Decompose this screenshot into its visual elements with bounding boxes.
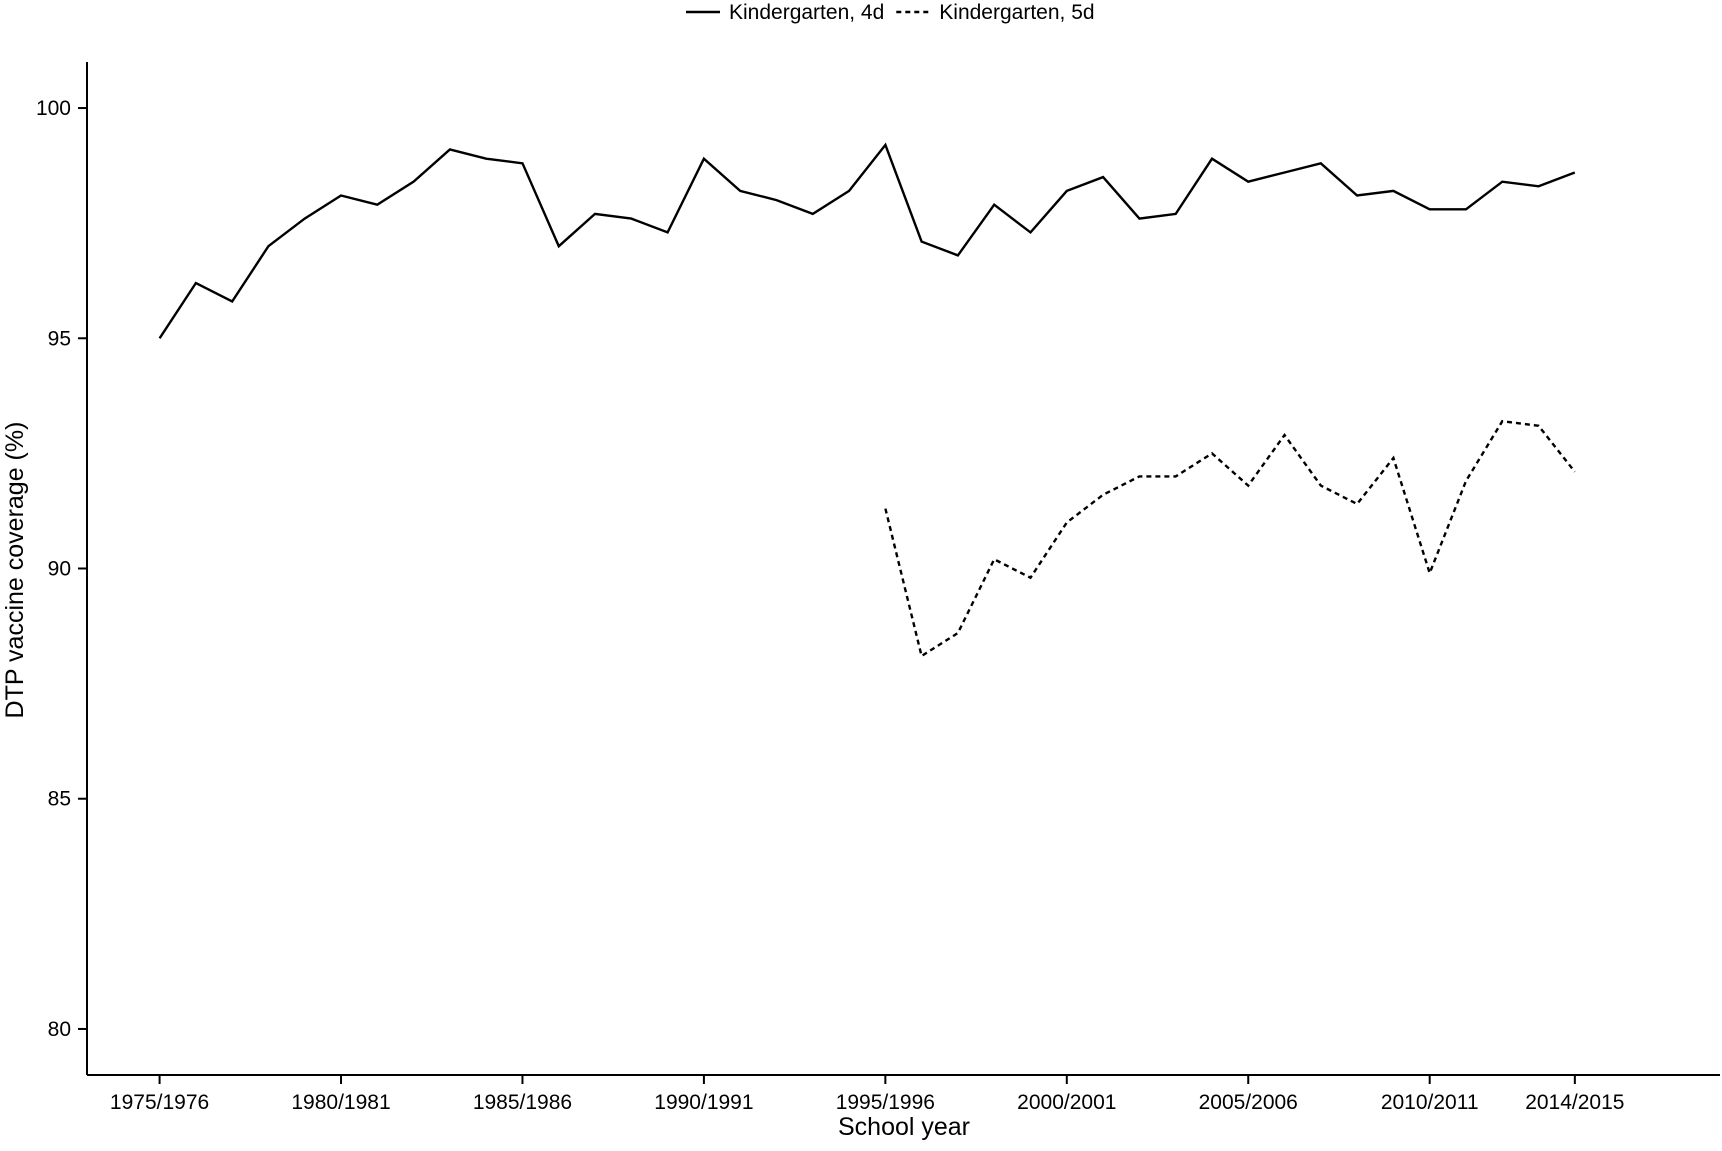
x-tick-label: 2000/2001 [1017, 1091, 1116, 1114]
legend: Kindergarten, 4d Kindergarten, 5d [686, 1, 1095, 24]
y-tick-label: 95 [48, 327, 71, 350]
x-tick-label: 1990/1991 [654, 1091, 753, 1114]
x-tick-label: 2005/2006 [1199, 1091, 1298, 1114]
x-tick-label: 1975/1976 [110, 1091, 209, 1114]
x-tick-label: 2014/2015 [1525, 1091, 1624, 1114]
legend-label-1: Kindergarten, 4d [729, 1, 884, 24]
y-tick-label: 100 [36, 97, 71, 120]
y-tick-label: 90 [48, 558, 71, 581]
series-layer [158, 142, 1576, 658]
series-line-1 [158, 142, 1576, 339]
axes: 80 85 90 95 100 1975/1976 1980/1981 1985/1986 19… [36, 62, 1720, 1114]
x-tick-label: 1995/1996 [836, 1091, 935, 1114]
x-tick-label: 1980/1981 [291, 1091, 390, 1114]
series-line-2 [884, 419, 1576, 658]
y-tick-label: 80 [48, 1018, 71, 1041]
y-tick-label: 85 [48, 788, 71, 811]
x-tick-label: 2010/2011 [1381, 1091, 1479, 1114]
legend-label-2: Kindergarten, 5d [939, 1, 1094, 24]
x-tick-label: 1985/1986 [473, 1091, 572, 1114]
x-axis-title: School year [838, 1113, 970, 1141]
y-axis-title: DTP vaccine coverage (%) [1, 422, 29, 719]
